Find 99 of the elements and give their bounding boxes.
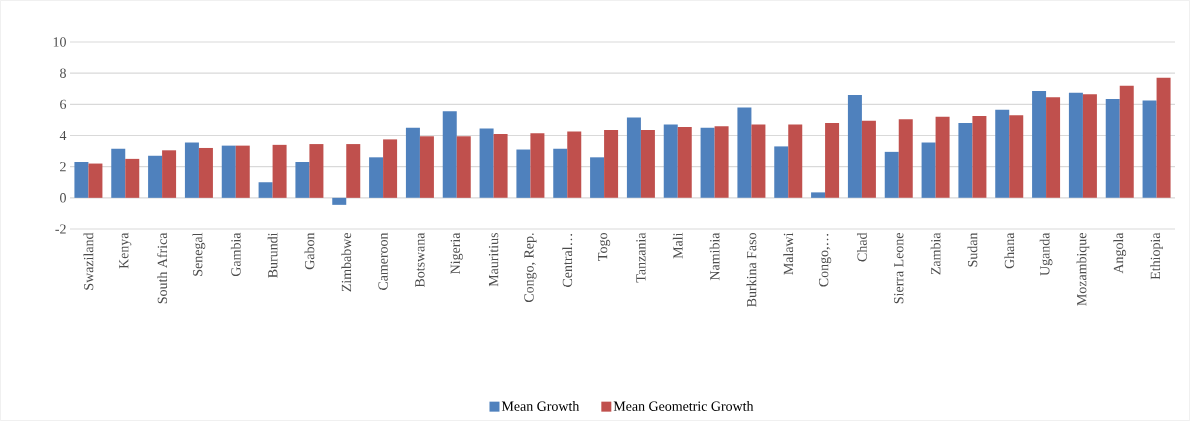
x-tick-label: Congo,… xyxy=(818,234,832,287)
bar xyxy=(309,144,324,198)
bar xyxy=(530,133,545,198)
bar xyxy=(419,136,434,198)
x-tick-label: Ghana xyxy=(1004,232,1015,269)
x-tick-label: Senegal xyxy=(192,232,206,276)
bar xyxy=(1119,85,1134,198)
bar xyxy=(125,158,140,198)
x-tick-label: South Africa xyxy=(157,232,168,304)
x-tick-label: Zambia xyxy=(930,232,941,275)
y-tick-label: 2 xyxy=(60,162,66,172)
bar xyxy=(663,124,678,198)
x-tick-label: Kenya xyxy=(119,232,132,269)
bar xyxy=(921,142,936,198)
x-tick-label: Chad xyxy=(857,232,867,262)
bar xyxy=(811,192,826,198)
bar xyxy=(516,149,531,198)
bar xyxy=(456,136,471,198)
x-tick-label: Tanzania xyxy=(636,232,646,283)
bar xyxy=(825,123,840,198)
x-tick-label: Mauritius xyxy=(488,233,499,287)
legend-label: Mean Growth xyxy=(501,401,580,411)
bar xyxy=(493,133,508,198)
bar xyxy=(346,144,361,198)
x-tick-label: Ethiopia xyxy=(1150,232,1163,280)
bar xyxy=(700,127,715,198)
bar xyxy=(295,161,310,198)
x-tick-label: Zimbabwe xyxy=(341,233,352,292)
bar xyxy=(332,197,347,205)
bar xyxy=(479,128,494,198)
x-tick-label: Togo xyxy=(598,233,611,261)
bar xyxy=(958,123,973,198)
y-tick-label: 0 xyxy=(60,193,66,203)
bar xyxy=(861,120,876,198)
bar xyxy=(567,131,582,198)
bar xyxy=(1068,92,1083,198)
bar xyxy=(235,145,250,198)
bar xyxy=(1009,115,1024,198)
x-tick-label: Congo, Rep. xyxy=(524,233,537,303)
bar xyxy=(1082,94,1097,198)
x-tick-label: Namibia xyxy=(709,232,720,281)
bar xyxy=(972,116,987,198)
x-tick-label: Uganda xyxy=(1039,232,1053,276)
bar xyxy=(258,182,273,198)
bar xyxy=(737,107,752,198)
x-tick-label: Nigeria xyxy=(450,232,463,274)
bar xyxy=(714,126,729,198)
bar xyxy=(626,117,641,198)
x-tick-label: Burundi xyxy=(267,232,278,278)
bar xyxy=(184,142,199,198)
bar xyxy=(590,157,605,198)
y-tick-label: -2 xyxy=(55,224,66,234)
x-tick-label: Malawi xyxy=(783,232,794,275)
x-tick-label: Sierra Leone xyxy=(894,233,904,304)
bar xyxy=(148,155,163,198)
bar xyxy=(774,146,789,198)
x-tick-label: Angola xyxy=(1113,232,1127,274)
bar xyxy=(1032,91,1047,198)
y-tick-label: 6 xyxy=(60,99,67,110)
x-tick-label: Burkina Faso xyxy=(746,233,757,307)
bar xyxy=(272,144,287,198)
bar xyxy=(369,157,384,198)
bar xyxy=(1142,100,1157,198)
bar xyxy=(604,130,619,198)
bar xyxy=(553,148,568,198)
x-tick-label: Gambia xyxy=(230,232,241,277)
x-tick-label: Mali xyxy=(672,232,683,259)
bar xyxy=(677,126,692,198)
bar xyxy=(935,116,950,198)
x-tick-label: Botswana xyxy=(415,232,425,288)
bar xyxy=(1046,97,1061,198)
bar xyxy=(442,111,457,198)
x-tick-label: Mozambique xyxy=(1076,233,1090,306)
bar xyxy=(640,130,655,198)
bar xyxy=(788,124,803,198)
x-tick-label: Gabon xyxy=(304,232,315,270)
bar xyxy=(221,145,236,198)
bar xyxy=(898,119,913,198)
y-tick-label: 4 xyxy=(59,130,67,141)
bar xyxy=(405,127,420,198)
bar xyxy=(1156,77,1171,198)
bar xyxy=(1105,98,1120,198)
y-tick-label: 8 xyxy=(60,68,66,78)
x-tick-label: Cameroon xyxy=(378,232,388,291)
bar xyxy=(198,147,213,198)
bar xyxy=(847,94,862,198)
bar xyxy=(751,124,766,198)
bar xyxy=(884,151,899,198)
bar xyxy=(74,161,89,198)
x-tick-label: Central… xyxy=(562,233,573,287)
bar xyxy=(88,163,103,198)
x-tick-label: Swaziland xyxy=(83,232,94,290)
bar xyxy=(995,109,1010,198)
x-tick-label: Sudan xyxy=(967,232,978,267)
y-tick-label: 10 xyxy=(53,37,66,47)
bar xyxy=(383,139,398,198)
bar xyxy=(162,150,177,198)
bar xyxy=(111,148,126,198)
legend-label: Mean Geometric Growth xyxy=(613,401,754,411)
